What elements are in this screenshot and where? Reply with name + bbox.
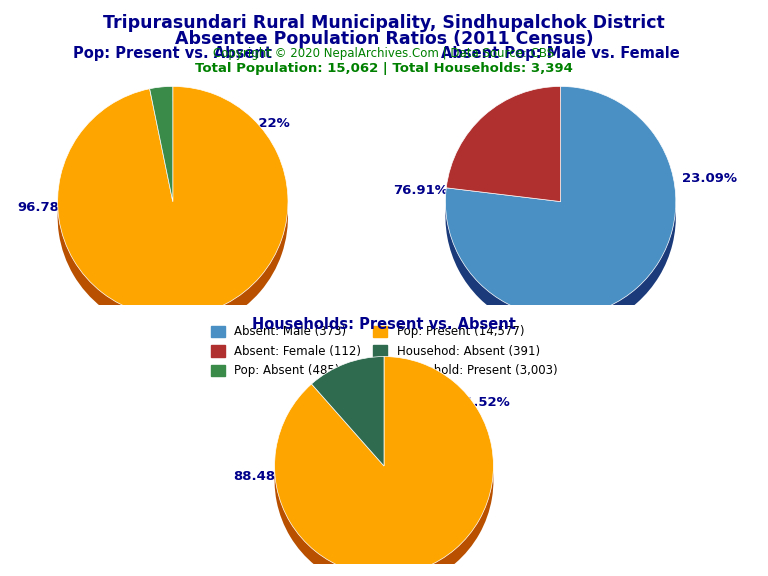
Wedge shape — [445, 86, 676, 317]
Text: Absentee Population Ratios (2011 Census): Absentee Population Ratios (2011 Census) — [174, 30, 594, 48]
Text: 76.91%: 76.91% — [393, 184, 449, 196]
Text: 96.78%: 96.78% — [17, 201, 72, 214]
Wedge shape — [446, 101, 561, 217]
Wedge shape — [445, 101, 676, 332]
Wedge shape — [150, 101, 173, 217]
Text: 3.22%: 3.22% — [244, 117, 290, 130]
Wedge shape — [58, 86, 288, 317]
Text: 23.09%: 23.09% — [681, 172, 737, 185]
Text: 88.48%: 88.48% — [233, 471, 288, 483]
Wedge shape — [312, 357, 384, 466]
Wedge shape — [150, 86, 173, 202]
Wedge shape — [275, 357, 493, 575]
Title: Pop: Present vs. Absent: Pop: Present vs. Absent — [73, 46, 273, 61]
Wedge shape — [58, 101, 288, 332]
Text: Total Population: 15,062 | Total Households: 3,394: Total Population: 15,062 | Total Househo… — [195, 62, 573, 75]
Wedge shape — [312, 371, 384, 480]
Wedge shape — [446, 86, 561, 202]
Wedge shape — [275, 371, 493, 576]
Text: Copyright © 2020 NepalArchives.Com | Data Source: CBS: Copyright © 2020 NepalArchives.Com | Dat… — [214, 47, 554, 60]
Text: 11.52%: 11.52% — [455, 396, 510, 409]
Text: Tripurasundari Rural Municipality, Sindhupalchok District: Tripurasundari Rural Municipality, Sindh… — [103, 14, 665, 32]
Title: Households: Present vs. Absent: Households: Present vs. Absent — [252, 317, 516, 332]
Legend: Absent: Male (373), Absent: Female (112), Pop: Absent (485), Pop: Present (14,57: Absent: Male (373), Absent: Female (112)… — [210, 325, 558, 377]
Title: Absent Pop: Male vs. Female: Absent Pop: Male vs. Female — [442, 46, 680, 61]
